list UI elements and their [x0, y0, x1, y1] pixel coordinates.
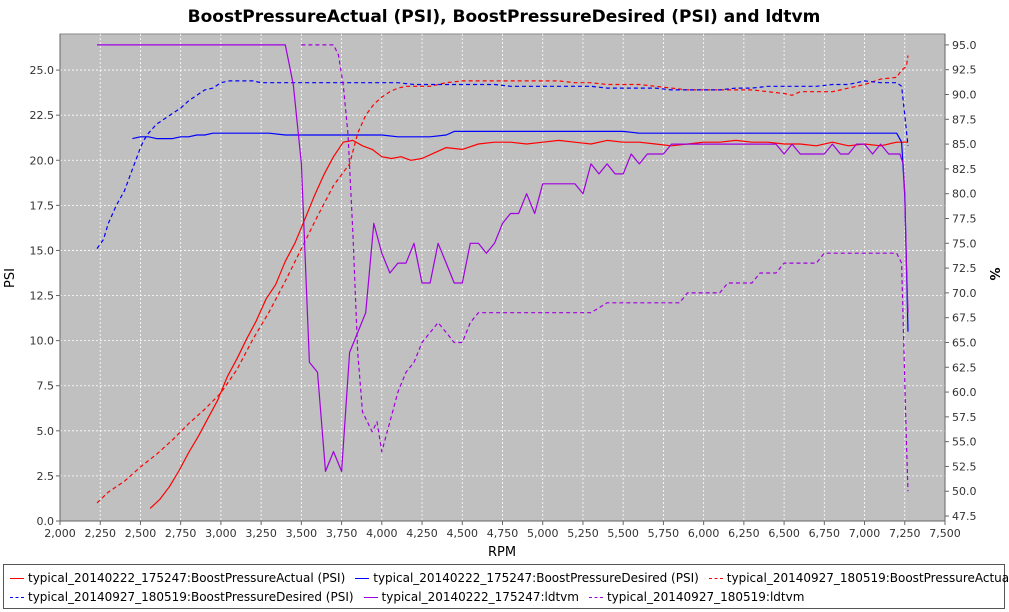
legend-swatch — [588, 596, 603, 598]
x-tick-label: 4,250 — [406, 527, 438, 540]
y-tick-label: 17.5 — [30, 199, 55, 212]
y2-tick-label: 62.5 — [952, 361, 977, 374]
y2-tick-label: 67.5 — [952, 312, 977, 325]
y2-tick-label: 70.0 — [952, 287, 977, 300]
legend-label: typical_20140927_180519:BoostPressureAct… — [726, 571, 1009, 585]
x-tick-label: 4,750 — [487, 527, 519, 540]
legend-label: typical_20140222_175247:BoostPressureDes… — [373, 571, 699, 585]
y2-tick-label: 47.5 — [952, 510, 977, 523]
legend-item: typical_20140222_175247:ldtvm — [363, 590, 579, 604]
x-tick-label: 6,250 — [728, 527, 760, 540]
y-tick-label: 5.0 — [37, 425, 55, 438]
x-tick-label: 2,750 — [165, 527, 197, 540]
chart-title: BoostPressureActual (PSI), BoostPressure… — [188, 7, 821, 27]
legend-item: typical_20140222_175247:BoostPressureAct… — [10, 571, 345, 585]
legend-label: typical_20140927_180519:BoostPressureDes… — [28, 590, 354, 604]
series-layer — [96, 44, 909, 509]
legend-row-2: typical_20140927_180519:BoostPressureDes… — [10, 588, 814, 606]
y2-tick-label: 72.5 — [952, 262, 977, 275]
x-tick-label: 5,500 — [607, 527, 639, 540]
x-tick-label: 6,500 — [768, 527, 800, 540]
x-tick-label: 2,250 — [84, 527, 116, 540]
y2-tick-label: 57.5 — [952, 411, 977, 424]
x-tick-label: 5,250 — [567, 527, 599, 540]
x-tick-label: 2,000 — [44, 527, 76, 540]
x-tick-label: 7,250 — [889, 527, 921, 540]
series-line-4 — [96, 80, 909, 249]
legend-item: typical_20140927_180519:BoostPressureDes… — [10, 590, 354, 604]
y2-tick-label: 50.0 — [952, 485, 977, 498]
y2-tick-label: 90.0 — [952, 89, 977, 102]
y2-tick-label: 55.0 — [952, 436, 977, 449]
y2-tick-label: 95.0 — [952, 39, 977, 52]
x-tick-label: 7,000 — [849, 527, 881, 540]
series-line-5 — [97, 44, 909, 472]
x-tick-label: 3,250 — [245, 527, 277, 540]
y-tick-label: 15.0 — [30, 244, 55, 257]
x-axis-label: RPM — [488, 545, 516, 560]
y-tick-label: 20.0 — [30, 154, 55, 167]
y2-tick-label: 92.5 — [952, 64, 977, 77]
x-tick-label: 7,500 — [929, 527, 961, 540]
legend-swatch — [708, 577, 723, 579]
x-tick-label: 3,750 — [326, 527, 358, 540]
legend-label: typical_20140222_175247:BoostPressureAct… — [28, 571, 346, 585]
series-line-6 — [301, 44, 909, 492]
x-tick-label: 3,000 — [205, 527, 237, 540]
y-tick-label: 0.0 — [37, 515, 55, 528]
legend-swatch — [363, 596, 378, 598]
y-axis-left: 0.0 2.5 5.0 7.5 10.0 12.5 15.0 17.5 20.0 22.5 25.0 — [30, 34, 61, 528]
x-tick-label: 6,750 — [809, 527, 841, 540]
legend-label: typical_20140927_180519:ldtvm — [606, 590, 805, 604]
y-tick-label: 25.0 — [30, 64, 55, 77]
legend-swatch — [355, 577, 370, 579]
legend-row-1: typical_20140222_175247:BoostPressureAct… — [10, 569, 1009, 587]
y2-tick-label: 87.5 — [952, 113, 977, 126]
y2-tick-label: 85.0 — [952, 138, 977, 151]
legend-swatch — [10, 577, 24, 579]
x-tick-label: 5,750 — [648, 527, 680, 540]
y2-tick-label: 80.0 — [952, 188, 977, 201]
legend: typical_20140222_175247:BoostPressureAct… — [3, 564, 1009, 609]
y-tick-label: 10.0 — [30, 335, 55, 348]
legend-item: typical_20140222_175247:BoostPressureDes… — [355, 571, 699, 585]
y-axis-right: 47.5 50.0 52.5 55.0 57.5 60.0 62.5 65.0 67.5 70.0… — [944, 34, 977, 523]
x-tick-label: 3,500 — [286, 527, 318, 540]
grid — [60, 34, 945, 521]
legend-item: typical_20140927_180519:ldtvm — [588, 590, 805, 604]
series-line-2 — [132, 130, 909, 332]
legend-label: typical_20140222_175247:ldtvm — [381, 590, 579, 604]
x-tick-label: 2,500 — [125, 527, 157, 540]
x-tick-label: 4,000 — [366, 527, 398, 540]
y-tick-label: 7.5 — [37, 380, 55, 393]
y2-tick-label: 65.0 — [952, 336, 977, 349]
y2-tick-label: 52.5 — [952, 460, 977, 473]
chart-svg: BoostPressureActual (PSI), BoostPressure… — [3, 7, 1001, 560]
legend-item: typical_20140927_180519:BoostPressureAct… — [708, 571, 1009, 585]
legend-swatch — [10, 596, 24, 598]
x-tick-label: 5,000 — [527, 527, 559, 540]
y2-tick-label: 60.0 — [952, 386, 977, 399]
x-tick-label: 4,500 — [447, 527, 479, 540]
y-axis-label: PSI — [3, 268, 18, 288]
y2-axis-label: % — [986, 267, 1001, 280]
y-tick-label: 22.5 — [30, 109, 55, 122]
y-tick-label: 2.5 — [37, 470, 55, 483]
y2-tick-label: 75.0 — [952, 237, 977, 250]
y2-tick-label: 77.5 — [952, 212, 977, 225]
x-tick-label: 6,000 — [688, 527, 720, 540]
y-tick-label: 12.5 — [30, 290, 55, 303]
x-axis: 2,000 2,250 2,500 2,750 3,000 3,250 3,500 3,750… — [44, 520, 961, 540]
series-line-1 — [149, 139, 908, 509]
series-line-3 — [96, 55, 909, 504]
y2-tick-label: 82.5 — [952, 163, 977, 176]
